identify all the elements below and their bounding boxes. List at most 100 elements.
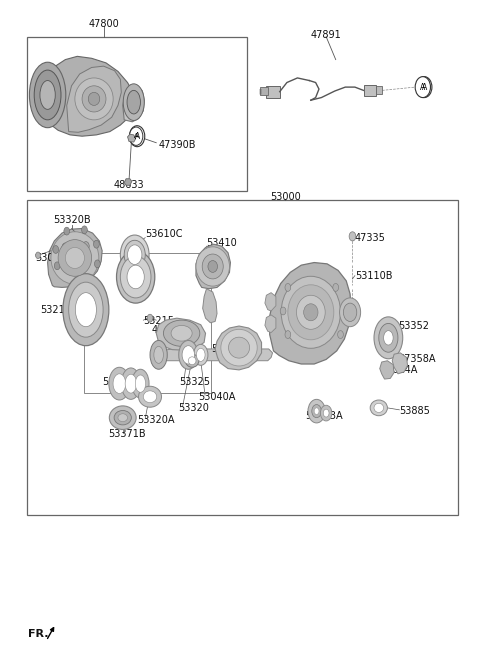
Text: 53352: 53352 <box>398 321 429 331</box>
Circle shape <box>72 261 78 270</box>
Ellipse shape <box>221 329 257 366</box>
Ellipse shape <box>343 303 357 321</box>
Ellipse shape <box>118 414 128 422</box>
Text: 47390B: 47390B <box>158 140 196 150</box>
Circle shape <box>147 314 153 322</box>
Circle shape <box>323 409 329 417</box>
Ellipse shape <box>202 254 223 279</box>
Text: 53014A: 53014A <box>380 365 418 375</box>
Circle shape <box>86 279 92 287</box>
Text: 53325: 53325 <box>179 377 210 386</box>
PathPatch shape <box>265 293 276 311</box>
Text: 47800: 47800 <box>88 18 119 29</box>
Text: 48633: 48633 <box>114 180 144 190</box>
Text: A: A <box>421 83 427 92</box>
Ellipse shape <box>29 62 66 128</box>
Ellipse shape <box>188 357 196 365</box>
Ellipse shape <box>109 367 130 400</box>
PathPatch shape <box>215 326 262 370</box>
Circle shape <box>53 245 59 253</box>
Circle shape <box>285 283 291 291</box>
Ellipse shape <box>120 256 151 298</box>
Circle shape <box>64 227 70 235</box>
Text: FR.: FR. <box>28 629 49 640</box>
Circle shape <box>280 307 286 315</box>
Circle shape <box>321 405 332 421</box>
Ellipse shape <box>304 304 318 321</box>
Text: 53064: 53064 <box>122 278 153 288</box>
Ellipse shape <box>182 346 194 364</box>
Circle shape <box>415 77 431 98</box>
Bar <box>27 37 247 190</box>
PathPatch shape <box>380 361 394 379</box>
PathPatch shape <box>392 353 408 374</box>
PathPatch shape <box>156 349 273 361</box>
Ellipse shape <box>384 331 393 345</box>
Circle shape <box>130 126 145 147</box>
Text: 53086: 53086 <box>36 253 66 263</box>
Text: 47335: 47335 <box>355 234 386 243</box>
Ellipse shape <box>297 295 325 329</box>
Text: 53320B: 53320B <box>53 215 90 225</box>
Text: 47358A: 47358A <box>399 354 436 364</box>
Bar <box>27 200 458 514</box>
Text: A: A <box>420 83 425 92</box>
PathPatch shape <box>67 66 121 133</box>
Text: 53320: 53320 <box>178 403 209 413</box>
PathPatch shape <box>124 178 132 185</box>
Circle shape <box>337 331 343 338</box>
Bar <box>260 87 268 95</box>
Circle shape <box>94 240 99 248</box>
Text: 53320A: 53320A <box>137 415 175 424</box>
Ellipse shape <box>63 274 109 346</box>
Ellipse shape <box>196 348 205 361</box>
PathPatch shape <box>270 262 351 364</box>
Ellipse shape <box>120 235 149 274</box>
Bar <box>266 86 280 98</box>
Ellipse shape <box>379 323 398 352</box>
Ellipse shape <box>128 245 142 264</box>
Circle shape <box>70 283 75 291</box>
Ellipse shape <box>127 91 141 114</box>
Ellipse shape <box>154 346 163 363</box>
Ellipse shape <box>121 368 141 400</box>
PathPatch shape <box>203 289 217 323</box>
Ellipse shape <box>196 247 229 286</box>
Ellipse shape <box>179 340 198 369</box>
Ellipse shape <box>374 403 384 413</box>
Text: 53610C: 53610C <box>145 230 183 239</box>
Text: 53014B: 53014B <box>211 344 249 354</box>
Ellipse shape <box>144 391 157 403</box>
Text: 52213A: 52213A <box>306 411 343 421</box>
Circle shape <box>333 283 338 291</box>
Text: 53410: 53410 <box>206 238 237 248</box>
Circle shape <box>95 260 100 268</box>
PathPatch shape <box>265 315 276 333</box>
Ellipse shape <box>117 251 155 303</box>
Ellipse shape <box>109 406 136 430</box>
PathPatch shape <box>128 134 136 142</box>
Text: A: A <box>134 132 140 140</box>
Ellipse shape <box>65 247 84 268</box>
Ellipse shape <box>193 344 208 365</box>
Ellipse shape <box>208 260 217 272</box>
Circle shape <box>36 252 40 258</box>
PathPatch shape <box>48 228 102 287</box>
Ellipse shape <box>135 375 145 392</box>
Ellipse shape <box>171 325 192 341</box>
Ellipse shape <box>69 282 103 337</box>
Circle shape <box>285 331 291 338</box>
Text: A: A <box>134 133 139 139</box>
Circle shape <box>130 127 143 146</box>
Ellipse shape <box>281 276 340 348</box>
Ellipse shape <box>228 337 250 358</box>
PathPatch shape <box>41 56 134 136</box>
Ellipse shape <box>150 340 167 369</box>
Ellipse shape <box>75 293 96 327</box>
Circle shape <box>312 405 322 418</box>
Ellipse shape <box>374 317 403 359</box>
Text: 53215: 53215 <box>144 316 174 327</box>
Text: 53210A: 53210A <box>40 305 77 316</box>
Ellipse shape <box>51 232 99 284</box>
Text: 47358A: 47358A <box>152 325 190 335</box>
